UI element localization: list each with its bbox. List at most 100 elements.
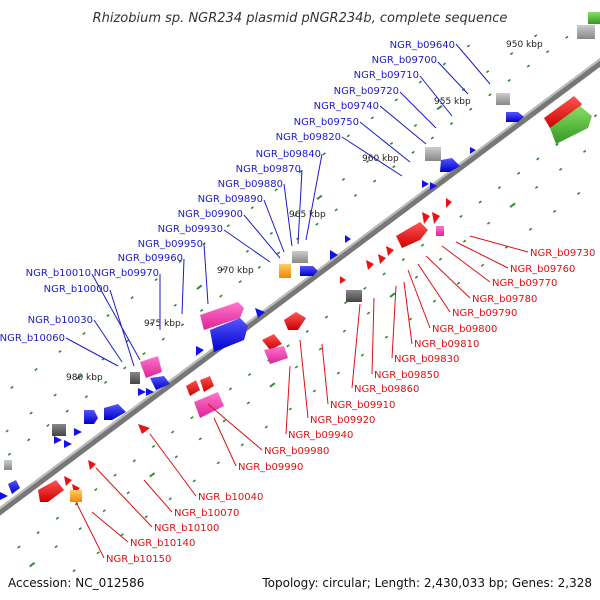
gene-feature[interactable] [88, 460, 96, 470]
gene-feature[interactable] [577, 25, 595, 39]
gene-feature[interactable] [8, 480, 20, 494]
gene-feature[interactable] [210, 318, 248, 352]
gene-label-reverse[interactable]: NGR_b09910 [330, 400, 395, 411]
gene-label-forward[interactable]: NGR_b09870 [236, 164, 301, 175]
gene-feature[interactable] [436, 226, 444, 236]
gene-feature[interactable] [262, 334, 282, 350]
gene-label-forward[interactable]: NGR_b10000 [44, 284, 109, 295]
gene-feature[interactable] [386, 246, 394, 256]
gene-feature[interactable] [140, 356, 162, 378]
gene-label-forward[interactable]: NGR_b09820 [276, 132, 341, 143]
tick-mark [389, 292, 396, 298]
gene-label-reverse[interactable]: NGR_b09770 [492, 278, 557, 289]
tick-mark [269, 382, 276, 388]
gene-label-reverse[interactable]: NGR_b09850 [374, 370, 439, 381]
gene-label-reverse[interactable]: NGR_b10070 [174, 508, 239, 519]
gene-label-forward[interactable]: NGR_b09750 [294, 117, 359, 128]
gene-label-forward[interactable]: NGR_b10010 [26, 268, 91, 279]
gene-feature[interactable] [64, 476, 72, 486]
gene-feature[interactable] [196, 346, 204, 356]
gene-label-forward[interactable]: NGR_b09740 [314, 101, 379, 112]
gene-feature[interactable] [292, 251, 308, 263]
gene-label-reverse[interactable]: NGR_b09990 [238, 462, 303, 473]
gene-label-forward[interactable]: NGR_b09840 [256, 149, 321, 160]
gene-feature[interactable] [130, 372, 140, 384]
gene-feature[interactable] [432, 212, 440, 224]
gene-feature[interactable] [264, 346, 288, 364]
gene-feature[interactable] [544, 96, 582, 128]
gene-feature[interactable] [64, 440, 72, 448]
gene-label-reverse[interactable]: NGR_b09940 [288, 430, 353, 441]
gene-feature[interactable] [470, 147, 476, 154]
tick-mark [507, 78, 511, 83]
gene-label-reverse[interactable]: NGR_b09980 [264, 446, 329, 457]
gene-feature[interactable] [550, 106, 592, 144]
gene-label-reverse[interactable]: NGR_b09780 [472, 294, 537, 305]
gene-feature[interactable] [366, 260, 374, 270]
gene-label-reverse[interactable]: NGR_b09730 [530, 248, 595, 259]
gene-feature[interactable] [0, 492, 8, 500]
gene-label-reverse[interactable]: NGR_b09860 [354, 384, 419, 395]
gene-label-forward[interactable]: NGR_b10060 [0, 333, 65, 344]
gene-feature[interactable] [146, 388, 154, 396]
gene-feature[interactable] [186, 380, 200, 396]
tick-mark [228, 387, 233, 391]
gene-feature[interactable] [150, 376, 170, 390]
gene-feature[interactable] [200, 302, 244, 330]
gene-label-forward[interactable]: NGR_b09880 [218, 179, 283, 190]
gene-feature[interactable] [284, 312, 306, 330]
gene-label-reverse[interactable]: NGR_b09760 [510, 264, 575, 275]
gene-feature[interactable] [38, 480, 64, 502]
tick-mark [459, 214, 463, 218]
gene-label-reverse[interactable]: NGR_b09800 [432, 324, 497, 335]
gene-feature[interactable] [4, 460, 12, 470]
gene-label-forward[interactable]: NGR_b09640 [390, 40, 455, 51]
gene-label-forward[interactable]: NGR_b09950 [138, 239, 203, 250]
gene-feature[interactable] [52, 424, 66, 436]
gene-feature[interactable] [200, 376, 214, 392]
gene-feature[interactable] [422, 180, 429, 188]
gene-feature[interactable] [588, 12, 600, 24]
gene-label-reverse[interactable]: NGR_b10140 [130, 538, 195, 549]
gene-feature[interactable] [346, 290, 362, 302]
gene-label-forward[interactable]: NGR_b09970 [94, 268, 159, 279]
gene-label-forward[interactable]: NGR_b09720 [334, 86, 399, 97]
gene-label-forward[interactable]: NGR_b09890 [198, 194, 263, 205]
gene-feature[interactable] [330, 250, 338, 260]
gene-feature[interactable] [440, 158, 460, 172]
gene-label-forward[interactable]: NGR_b09930 [158, 224, 223, 235]
gene-label-reverse[interactable]: NGR_b09920 [310, 415, 375, 426]
gene-feature[interactable] [340, 276, 346, 284]
gene-feature[interactable] [300, 266, 318, 276]
gene-label-reverse[interactable]: NGR_b09810 [414, 339, 479, 350]
gene-feature[interactable] [74, 428, 82, 436]
gene-feature[interactable] [396, 222, 428, 248]
gene-label-forward[interactable]: NGR_b09700 [372, 55, 437, 66]
gene-feature[interactable] [446, 198, 452, 208]
gene-label-forward[interactable]: NGR_b10030 [28, 315, 93, 326]
gene-feature[interactable] [138, 388, 146, 396]
gene-label-reverse[interactable]: NGR_b09830 [394, 354, 459, 365]
gene-label-forward[interactable]: NGR_b09900 [178, 209, 243, 220]
gene-feature[interactable] [506, 112, 524, 122]
gene-label-reverse[interactable]: NGR_b10040 [198, 492, 263, 503]
gene-feature[interactable] [138, 424, 150, 434]
gene-label-reverse[interactable]: NGR_b10150 [106, 554, 171, 565]
gene-label-reverse[interactable]: NGR_b09790 [452, 308, 517, 319]
gene-feature[interactable] [422, 212, 430, 224]
gene-feature[interactable] [279, 264, 291, 278]
gene-feature[interactable] [496, 93, 510, 105]
gene-label-forward[interactable]: NGR_b09960 [118, 253, 183, 264]
gene-feature[interactable] [430, 182, 437, 190]
gene-feature[interactable] [345, 235, 351, 243]
gene-feature[interactable] [255, 308, 265, 318]
gene-label-reverse[interactable]: NGR_b10100 [154, 523, 219, 534]
gene-feature[interactable] [84, 410, 98, 424]
gene-feature[interactable] [378, 254, 386, 264]
gene-label-forward[interactable]: NGR_b09710 [354, 70, 419, 81]
gene-feature[interactable] [70, 490, 82, 502]
gene-feature[interactable] [425, 147, 441, 161]
gene-feature[interactable] [54, 436, 62, 444]
gene-feature[interactable] [104, 404, 126, 420]
tick-mark [497, 186, 502, 190]
